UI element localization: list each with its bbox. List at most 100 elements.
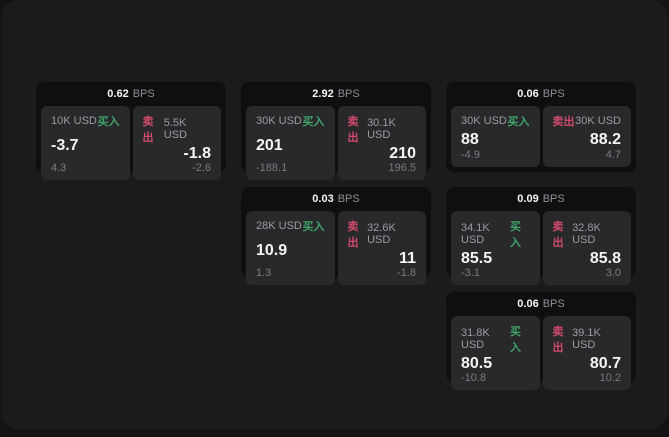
sell-quote-tile[interactable]: 卖出 32.8K USD 85.8 3.0 bbox=[542, 211, 631, 285]
buy-price: 85.5 bbox=[461, 250, 493, 267]
card-header: 0.06 BPS bbox=[451, 82, 631, 106]
buy-sub-value: -188.1 bbox=[256, 162, 288, 174]
sell-tile-header: 卖出 5.5K USD bbox=[143, 113, 212, 145]
buy-price: 88 bbox=[461, 130, 479, 148]
card-body: 31.8K USD 买入 80.5 -10.8 卖出 39.1K USD 80.… bbox=[451, 316, 631, 390]
sell-size: 32.8K USD bbox=[572, 222, 601, 246]
quote-card: 0.06 BPS 30K USD 买入 88 -4.9 卖出 30K USD 8… bbox=[446, 82, 636, 172]
bps-suffix-label: BPS bbox=[542, 298, 565, 310]
sell-tile-header: 卖出 32.6K USD bbox=[348, 218, 417, 250]
card-body: 30K USD 买入 201 -188.1 卖出 30.1K USD 210 1… bbox=[246, 106, 426, 180]
card-header: 2.92 BPS bbox=[246, 82, 426, 106]
buy-sub-value: 4.3 bbox=[51, 162, 67, 174]
sell-price: 80.7 bbox=[589, 355, 621, 372]
sell-size: 30.1K USD bbox=[367, 117, 396, 141]
sell-price: 85.8 bbox=[589, 250, 621, 267]
sell-quote-tile[interactable]: 卖出 30K USD 88.2 4.7 bbox=[542, 106, 631, 167]
buy-price: 10.9 bbox=[256, 242, 288, 259]
buy-sub-value: -10.8 bbox=[461, 372, 487, 384]
quote-card: 0.09 BPS 34.1K USD 买入 85.5 -3.1 卖出 32.8K… bbox=[446, 187, 636, 285]
sell-sub-value: -2.6 bbox=[192, 162, 211, 174]
buy-tile-header: 30K USD 买入 bbox=[256, 113, 325, 129]
buy-side-label: 买入 bbox=[302, 221, 325, 233]
buy-sub-value: -3.1 bbox=[461, 267, 480, 279]
buy-quote-tile[interactable]: 10K USD 买入 -3.7 4.3 bbox=[41, 106, 130, 180]
sell-side-label: 卖出 bbox=[347, 221, 359, 249]
cards-grid: 0.62 BPS 10K USD 买入 -3.7 4.3 卖出 5.5K USD… bbox=[36, 82, 636, 390]
sell-price: 11 bbox=[399, 250, 416, 267]
card-body: 30K USD 买入 88 -4.9 卖出 30K USD 88.2 4.7 bbox=[451, 106, 631, 167]
quote-card: 2.92 BPS 30K USD 买入 201 -188.1 卖出 30.1K … bbox=[241, 82, 431, 180]
sell-side-label: 卖出 bbox=[552, 326, 564, 354]
sell-quote-tile[interactable]: 卖出 32.6K USD 11 -1.8 bbox=[337, 211, 426, 285]
bps-suffix-label: BPS bbox=[542, 88, 565, 100]
sell-side-label: 卖出 bbox=[142, 116, 154, 144]
sell-quote-tile[interactable]: 卖出 39.1K USD 80.7 10.2 bbox=[542, 316, 631, 390]
sell-tile-header: 卖出 30K USD bbox=[553, 113, 622, 129]
buy-tile-header: 28K USD 买入 bbox=[256, 218, 325, 234]
buy-side-label: 买入 bbox=[302, 116, 325, 128]
bps-value: 2.92 bbox=[312, 88, 334, 100]
card-body: 28K USD 买入 10.9 1.3 卖出 32.6K USD 11 -1.8 bbox=[246, 211, 426, 285]
buy-side-label: 买入 bbox=[97, 116, 120, 128]
sell-sub-value: 4.7 bbox=[605, 149, 621, 161]
sell-size: 39.1K USD bbox=[572, 327, 601, 351]
buy-size: 10K USD bbox=[51, 115, 97, 127]
bps-value: 0.03 bbox=[312, 193, 334, 205]
buy-sub-value: 1.3 bbox=[256, 267, 272, 279]
sell-quote-tile[interactable]: 卖出 5.5K USD -1.8 -2.6 bbox=[132, 106, 221, 180]
bps-suffix-label: BPS bbox=[542, 193, 565, 205]
card-header: 0.09 BPS bbox=[451, 187, 631, 211]
buy-price: -3.7 bbox=[51, 137, 79, 154]
bps-suffix-label: BPS bbox=[337, 88, 360, 100]
sell-sub-value: -1.8 bbox=[397, 267, 416, 279]
buy-price: 80.5 bbox=[461, 355, 493, 372]
buy-size: 30K USD bbox=[256, 115, 302, 127]
buy-tile-header: 30K USD 买入 bbox=[461, 113, 530, 129]
sell-sub-value: 10.2 bbox=[599, 372, 621, 384]
bps-suffix-label: BPS bbox=[337, 193, 360, 205]
sell-price: 210 bbox=[389, 145, 416, 162]
buy-quote-tile[interactable]: 31.8K USD 买入 80.5 -10.8 bbox=[451, 316, 540, 390]
buy-side-label: 买入 bbox=[507, 116, 530, 128]
quote-card: 0.62 BPS 10K USD 买入 -3.7 4.3 卖出 5.5K USD… bbox=[36, 82, 226, 180]
buy-tile-header: 34.1K USD 买入 bbox=[461, 218, 530, 250]
bps-value: 0.09 bbox=[517, 193, 539, 205]
sell-quote-tile[interactable]: 卖出 30.1K USD 210 196.5 bbox=[337, 106, 426, 180]
sell-price: 88.2 bbox=[589, 130, 621, 148]
buy-quote-tile[interactable]: 34.1K USD 买入 85.5 -3.1 bbox=[451, 211, 540, 285]
bps-suffix-label: BPS bbox=[132, 88, 155, 100]
sell-size: 32.6K USD bbox=[367, 222, 396, 246]
sell-tile-header: 卖出 30.1K USD bbox=[348, 113, 417, 145]
card-header: 0.06 BPS bbox=[451, 292, 631, 316]
sell-tile-header: 卖出 39.1K USD bbox=[553, 323, 622, 355]
buy-size: 28K USD bbox=[256, 220, 302, 232]
card-header: 0.03 BPS bbox=[246, 187, 426, 211]
buy-size: 34.1K USD bbox=[461, 222, 490, 246]
buy-quote-tile[interactable]: 30K USD 买入 201 -188.1 bbox=[246, 106, 335, 180]
buy-quote-tile[interactable]: 30K USD 买入 88 -4.9 bbox=[451, 106, 540, 167]
card-body: 34.1K USD 买入 85.5 -3.1 卖出 32.8K USD 85.8… bbox=[451, 211, 631, 285]
sell-sub-value: 3.0 bbox=[605, 267, 621, 279]
sell-price: -1.8 bbox=[183, 145, 211, 162]
quote-card: 0.06 BPS 31.8K USD 买入 80.5 -10.8 卖出 39.1… bbox=[446, 292, 636, 390]
sell-side-label: 卖出 bbox=[552, 116, 575, 128]
buy-sub-value: -4.9 bbox=[461, 149, 480, 161]
buy-size: 30K USD bbox=[461, 115, 507, 127]
bps-value: 0.06 bbox=[517, 298, 539, 310]
buy-quote-tile[interactable]: 28K USD 买入 10.9 1.3 bbox=[246, 211, 335, 285]
card-header: 0.62 BPS bbox=[41, 82, 221, 106]
sell-tile-header: 卖出 32.8K USD bbox=[553, 218, 622, 250]
sell-side-label: 卖出 bbox=[552, 221, 564, 249]
bps-value: 0.06 bbox=[517, 88, 539, 100]
bps-value: 0.62 bbox=[107, 88, 129, 100]
buy-tile-header: 31.8K USD 买入 bbox=[461, 323, 530, 355]
buy-side-label: 买入 bbox=[509, 326, 521, 354]
quote-card: 0.03 BPS 28K USD 买入 10.9 1.3 卖出 32.6K US… bbox=[241, 187, 431, 285]
buy-size: 31.8K USD bbox=[461, 327, 490, 351]
buy-tile-header: 10K USD 买入 bbox=[51, 113, 120, 129]
sell-size: 5.5K USD bbox=[163, 117, 187, 141]
sell-side-label: 卖出 bbox=[347, 116, 359, 144]
buy-price: 201 bbox=[256, 137, 283, 154]
